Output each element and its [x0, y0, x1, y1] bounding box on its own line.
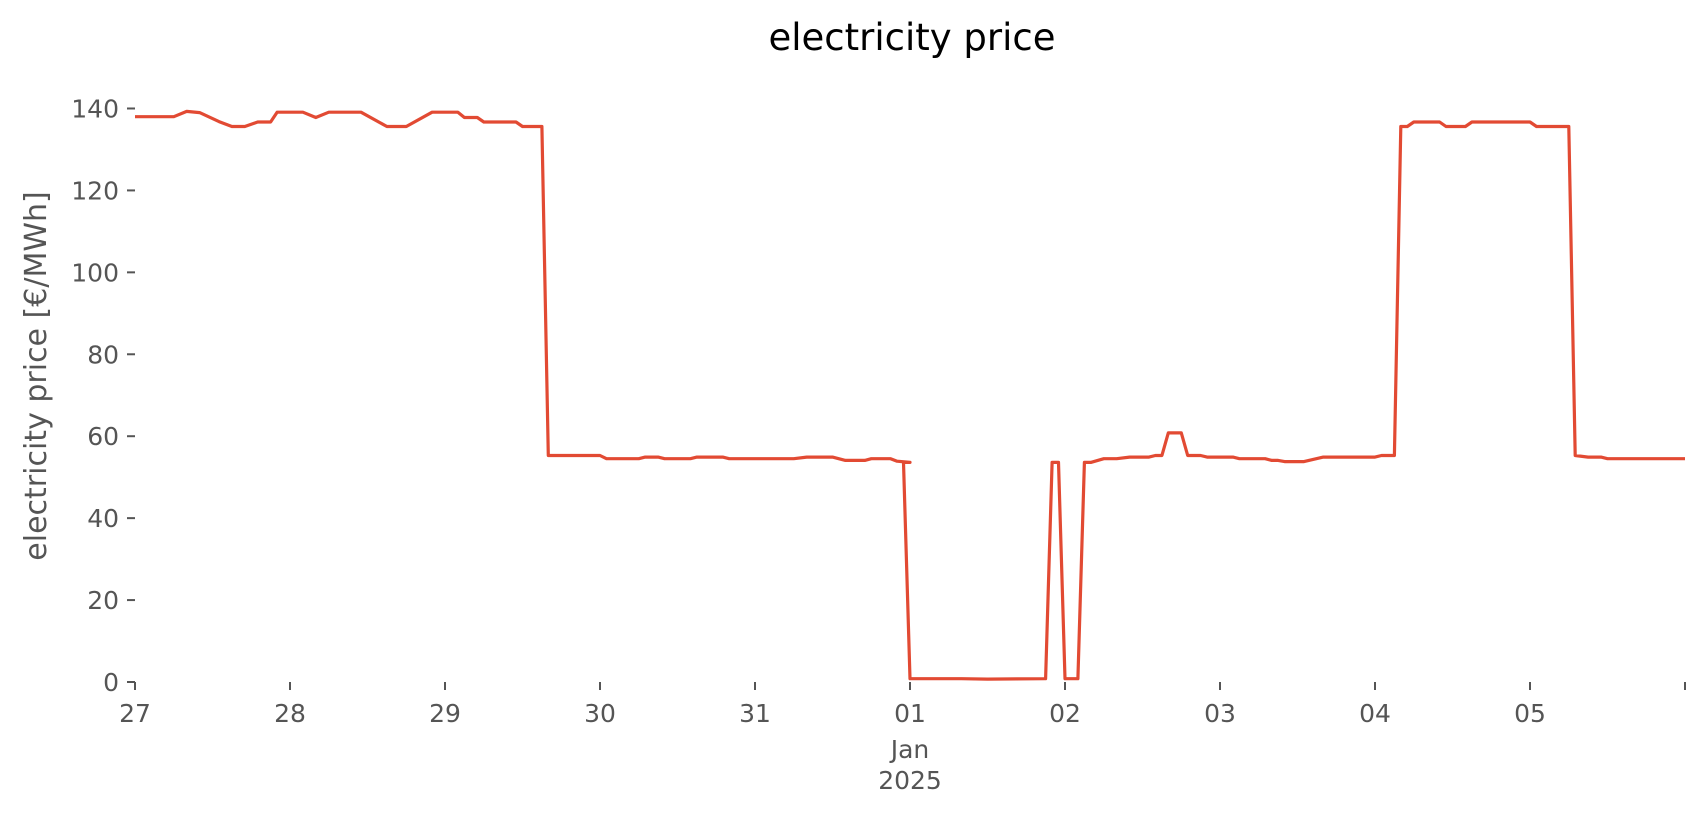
y-tick-label: 20 [87, 586, 119, 615]
price-series-line [135, 109, 1685, 681]
y-axis: 0 20 40 60 80 100 120 140 [71, 94, 135, 697]
y-tick-label: 0 [103, 668, 119, 697]
x-tick-label: 27 [119, 699, 151, 728]
x-tick-label: 28 [274, 699, 306, 728]
y-axis-label: electricity price [€/MWh] [19, 191, 54, 560]
y-tick-label: 80 [87, 340, 119, 369]
x-tick-label: 03 [1204, 699, 1236, 728]
chart-title: electricity price [768, 16, 1055, 59]
y-tick-label: 40 [87, 504, 119, 533]
x-tick-label: 30 [584, 699, 616, 728]
y-tick-label: 140 [71, 94, 119, 123]
x-axis-month-label: Jan [889, 735, 930, 764]
y-tick-label: 100 [71, 258, 119, 287]
x-tick-label: 01 [894, 699, 926, 728]
x-tick-label: 05 [1514, 699, 1546, 728]
x-tick-label: 31 [739, 699, 771, 728]
x-tick-label: 02 [1049, 699, 1081, 728]
y-tick-label: 60 [87, 422, 119, 451]
x-tick-label: 29 [429, 699, 461, 728]
y-tick-label: 120 [71, 176, 119, 205]
x-tick-label: 04 [1359, 699, 1391, 728]
x-axis-year-label: 2025 [878, 766, 942, 795]
x-axis: 27 28 29 30 31 01 02 03 04 05 [119, 682, 1686, 728]
